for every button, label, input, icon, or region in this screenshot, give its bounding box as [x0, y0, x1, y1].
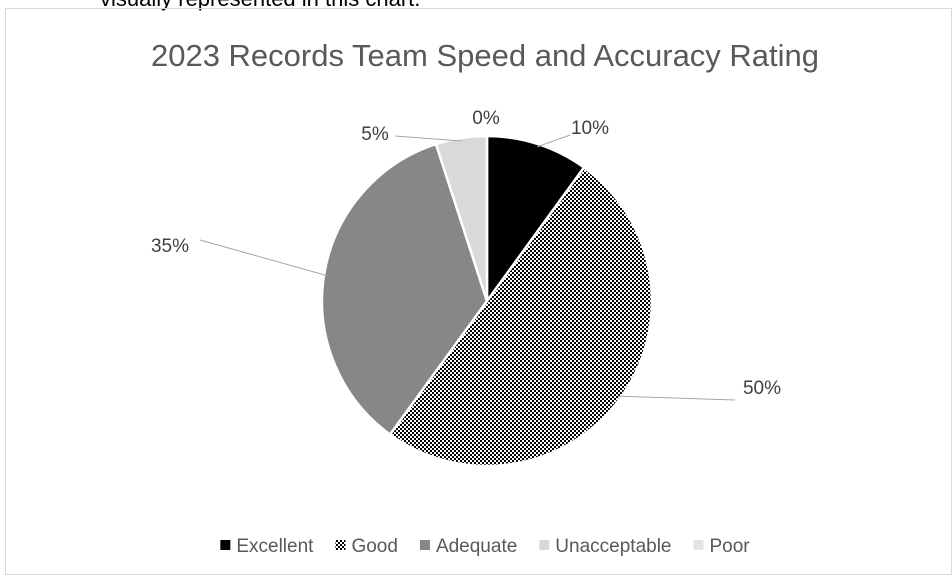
pie-slice: [388, 165, 654, 468]
legend-label: Excellent: [236, 536, 314, 557]
legend-swatch: [419, 540, 430, 550]
legend-label: Good: [351, 536, 397, 557]
data-label: 50%: [743, 378, 781, 399]
leader-line: [536, 134, 571, 148]
leader-line: [618, 395, 736, 401]
data-label: 35%: [151, 236, 189, 257]
pie-slice: [485, 134, 586, 305]
legend-swatch: [335, 540, 346, 550]
data-label: 0%: [472, 108, 500, 129]
legend-label: Poor: [710, 536, 751, 557]
pie-slice: [434, 134, 489, 302]
legend-swatch: [539, 540, 550, 550]
chart-title: 2023 Records Team Speed and Accuracy Rat…: [151, 38, 819, 73]
page-text: visually represented in this chart.: [100, 0, 420, 11]
leader-line: [199, 239, 328, 277]
legend-label: Unacceptable: [555, 536, 671, 557]
legend-swatch: [693, 540, 704, 550]
data-label: 5%: [361, 124, 389, 145]
leader-line: [394, 135, 462, 142]
legend-swatch: [220, 540, 231, 550]
legend-label: Adequate: [436, 536, 517, 557]
data-label: 10%: [571, 118, 609, 139]
